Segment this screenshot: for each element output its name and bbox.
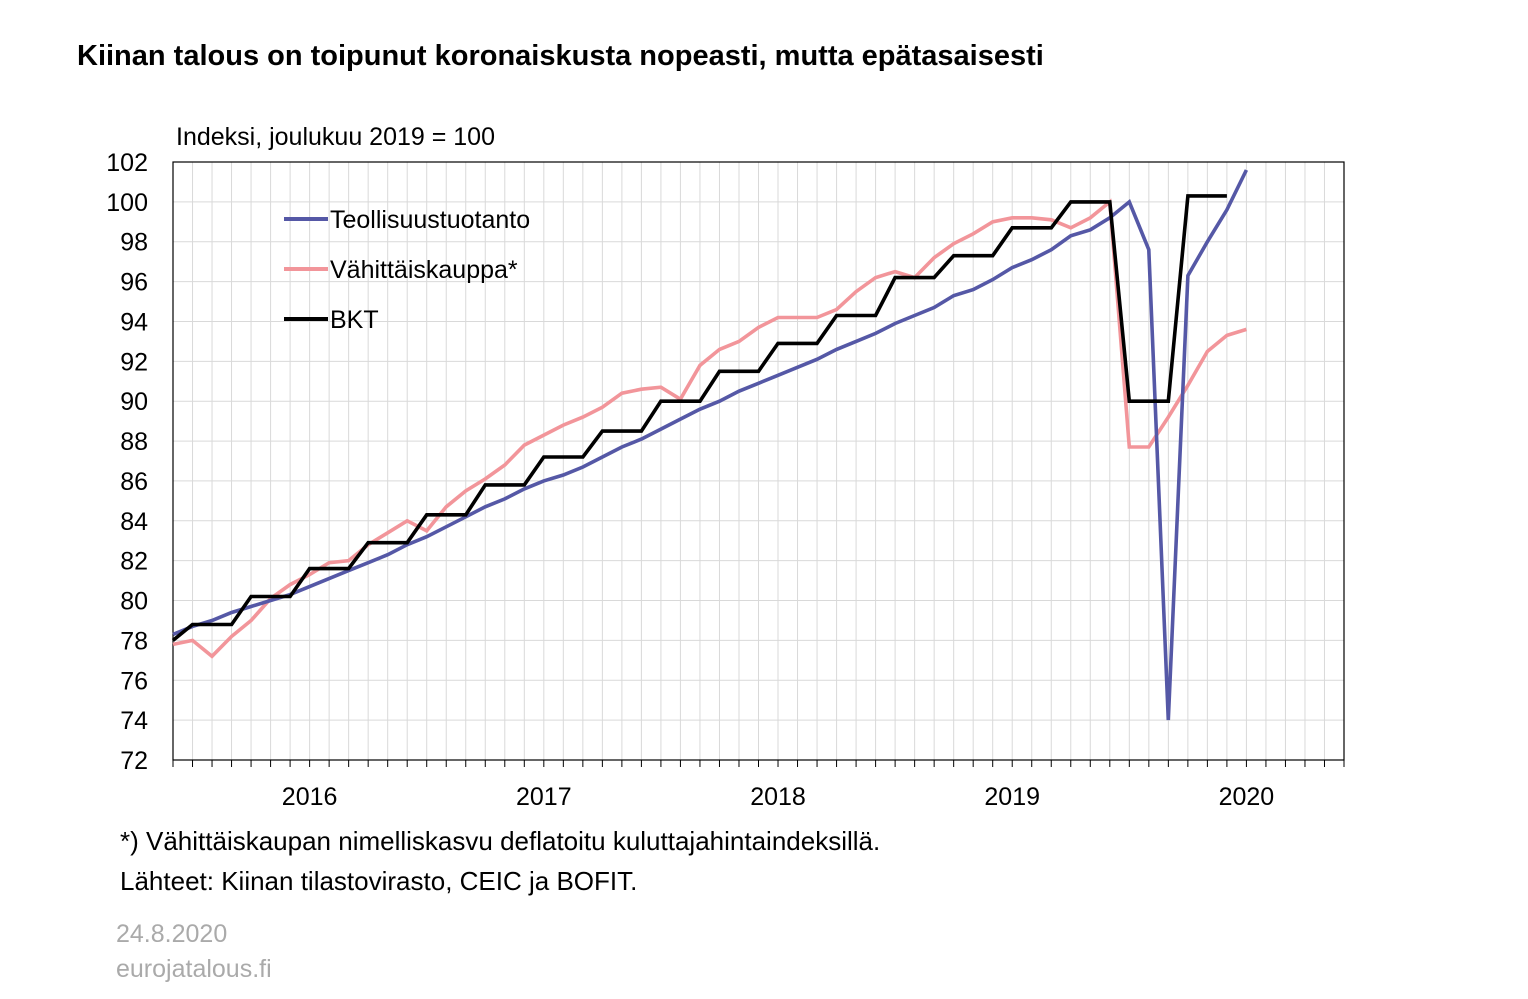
legend-label: Teollisuustuotanto — [330, 206, 530, 234]
chart-title: Kiinan talous on toipunut koronaiskusta … — [77, 40, 1044, 72]
y-tick-label: 72 — [120, 747, 148, 775]
legend: Teollisuustuotanto Vähittäiskauppa* BKT — [284, 206, 530, 334]
y-tick-label: 80 — [120, 588, 148, 616]
x-tick-label: 2018 — [750, 783, 806, 811]
y-axis-label: Indeksi, joulukuu 2019 = 100 — [176, 123, 495, 151]
x-tick-label: 2017 — [516, 783, 572, 811]
legend-label: BKT — [330, 306, 379, 334]
series-line-teollisuustuotanto — [172, 169, 1249, 721]
x-tick-label: 2016 — [282, 783, 338, 811]
grid — [172, 161, 1345, 761]
y-tick-label: 82 — [120, 548, 148, 576]
y-tick-label: 88 — [120, 428, 148, 456]
series-group — [171, 169, 1249, 721]
sources-note: Lähteet: Kiinan tilastovirasto, CEIC ja … — [120, 866, 638, 896]
x-tick-label: 2020 — [1219, 783, 1275, 811]
series-line-bkt — [171, 194, 1227, 642]
site-name: eurojatalous.fi — [116, 955, 272, 983]
footnote: *) Vähittäiskaupan nimelliskasvu deflato… — [120, 826, 881, 856]
y-tick-label: 78 — [120, 627, 148, 655]
x-tick-label: 2019 — [984, 783, 1040, 811]
y-tick-label: 98 — [120, 229, 148, 257]
y-tick-label: 76 — [120, 667, 148, 695]
y-tick-label: 74 — [120, 707, 148, 735]
x-axis: 2016 2017 2018 2019 2020 — [172, 760, 1345, 811]
series-line-v-hitt-iskauppa — [172, 198, 1247, 659]
y-axis: 72 74 76 78 80 82 84 86 88 90 92 94 96 98 100 102 — [106, 149, 148, 775]
y-tick-label: 90 — [120, 388, 148, 416]
y-tick-label: 102 — [106, 149, 148, 177]
legend-label: Vähittäiskauppa* — [330, 256, 518, 284]
y-tick-label: 86 — [120, 468, 148, 496]
y-tick-label: 92 — [120, 348, 148, 376]
y-tick-label: 94 — [120, 308, 148, 336]
publish-date: 24.8.2020 — [116, 920, 228, 948]
y-tick-label: 96 — [120, 269, 148, 297]
y-tick-label: 84 — [120, 508, 148, 536]
y-tick-label: 100 — [106, 189, 148, 217]
